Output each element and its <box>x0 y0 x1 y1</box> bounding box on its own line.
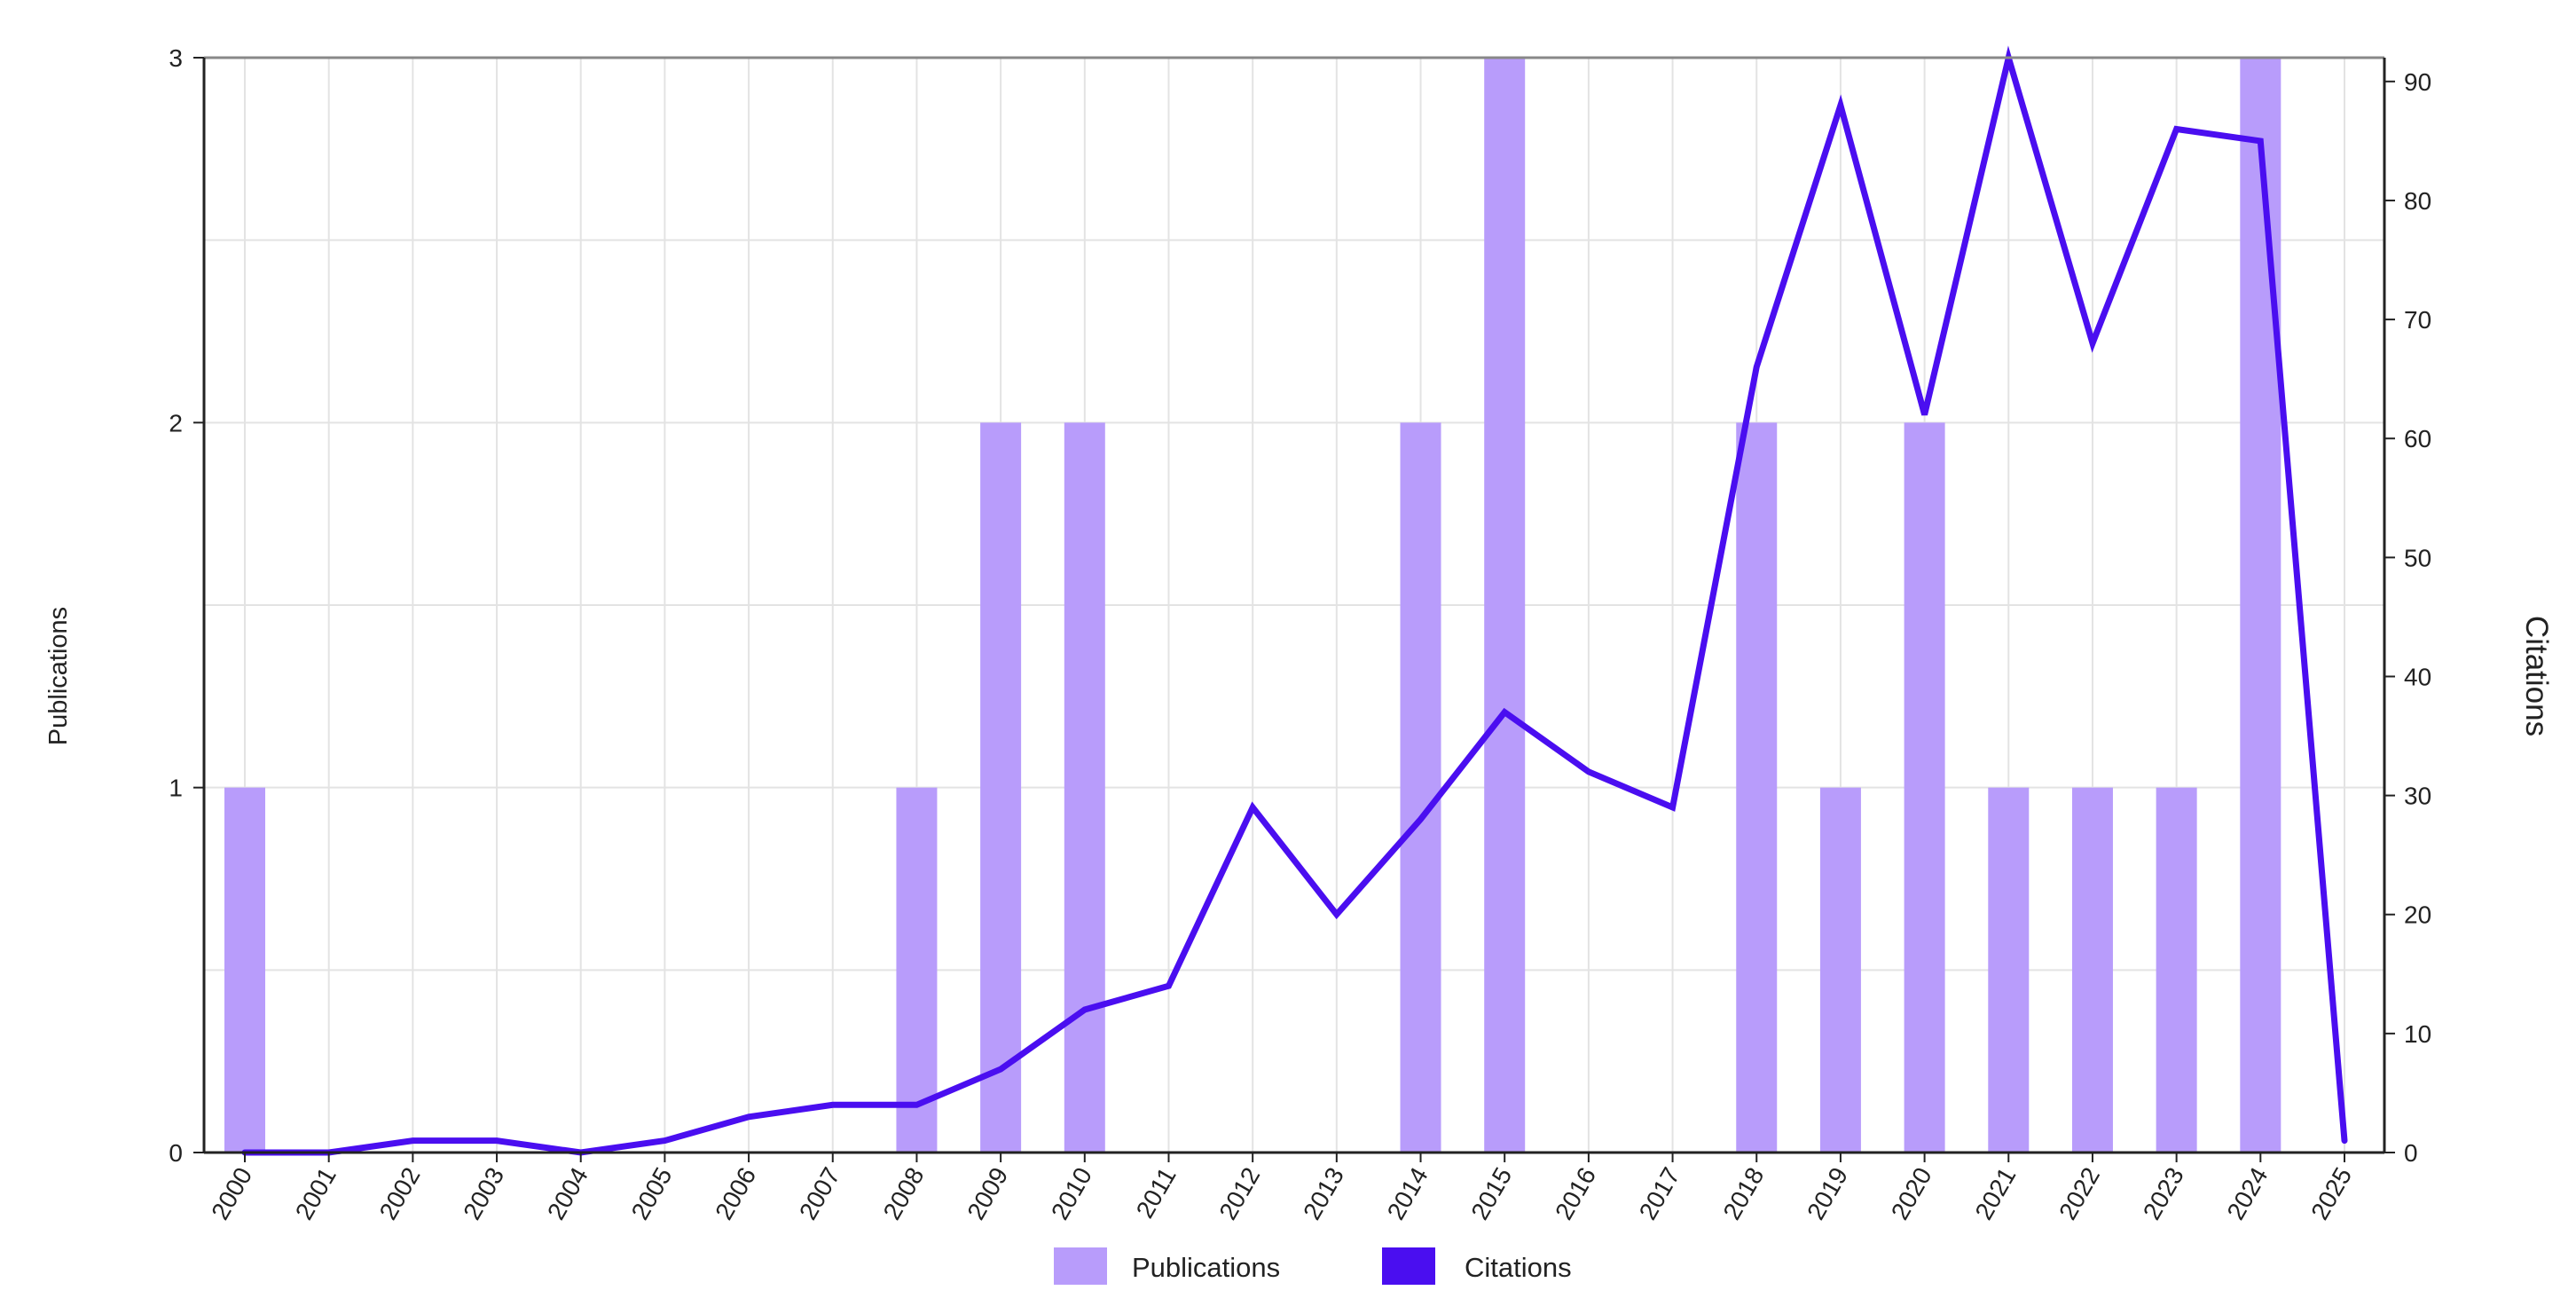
x-tick-label-2013: 2013 <box>1298 1163 1349 1224</box>
x-tick-label-2022: 2022 <box>2054 1163 2105 1224</box>
publication-bars <box>224 58 2281 1153</box>
legend-label-publications: Publications <box>1132 1252 1280 1283</box>
right-y-tick-label-90: 90 <box>2404 68 2431 96</box>
bar-publications-2009 <box>980 422 1022 1153</box>
left-y-tick-label-0: 0 <box>169 1139 183 1167</box>
x-tick-label-2018: 2018 <box>1717 1163 1769 1224</box>
bar-publications-2021 <box>1988 787 2030 1153</box>
bar-publications-2019 <box>1819 787 1861 1153</box>
legend-swatch-citations <box>1382 1247 1435 1285</box>
left-y-tick-label-1: 1 <box>169 775 183 802</box>
legend-label-citations: Citations <box>1465 1252 1572 1283</box>
citation-line-layer <box>241 45 2348 1156</box>
right-y-tick-label-10: 10 <box>2404 1020 2431 1048</box>
bar-publications-2024 <box>2240 58 2281 1153</box>
bar-publications-2018 <box>1736 422 1778 1153</box>
bar-publications-2015 <box>1484 58 1526 1153</box>
right-y-tick-labels: 0 10 20 30 40 50 60 70 80 90 <box>2404 68 2431 1167</box>
x-tick-label-2000: 2000 <box>206 1163 257 1224</box>
x-tick-label-2005: 2005 <box>626 1163 678 1224</box>
right-y-tick-label-70: 70 <box>2404 306 2431 334</box>
line-citations <box>241 45 2348 1156</box>
x-tick-label-2014: 2014 <box>1382 1163 1433 1224</box>
left-y-tick-label-3: 3 <box>169 44 183 72</box>
bar-publications-2000 <box>224 787 265 1153</box>
x-tick-label-2024: 2024 <box>2222 1163 2274 1224</box>
bar-publications-2008 <box>896 787 938 1153</box>
x-tick-label-2010: 2010 <box>1046 1163 1097 1224</box>
bar-publications-2014 <box>1400 422 1441 1153</box>
left-y-tick-labels: 0 1 2 3 <box>169 44 183 1167</box>
x-tick-label-2017: 2017 <box>1634 1163 1685 1224</box>
right-y-tick-label-80: 80 <box>2404 187 2431 215</box>
bar-publications-2020 <box>1904 422 1945 1153</box>
x-tick-label-2021: 2021 <box>1969 1163 2021 1224</box>
axes <box>193 56 2395 1162</box>
x-tick-label-2007: 2007 <box>794 1163 845 1224</box>
x-tick-label-2023: 2023 <box>2138 1163 2189 1224</box>
legend-swatch-publications <box>1054 1247 1107 1285</box>
right-y-tick-label-20: 20 <box>2404 901 2431 929</box>
x-tick-label-2006: 2006 <box>710 1163 761 1224</box>
x-tick-label-2012: 2012 <box>1213 1163 1265 1224</box>
x-tick-label-2020: 2020 <box>1886 1163 1937 1224</box>
x-tick-label-2001: 2001 <box>290 1163 342 1224</box>
left-y-tick-label-2: 2 <box>169 409 183 437</box>
right-y-tick-label-30: 30 <box>2404 783 2431 810</box>
x-tick-label-2002: 2002 <box>374 1163 426 1224</box>
bar-publications-2022 <box>2071 787 2113 1153</box>
x-tick-label-2016: 2016 <box>1550 1163 1601 1224</box>
x-tick-label-2019: 2019 <box>1802 1163 1853 1224</box>
x-tick-label-2003: 2003 <box>458 1163 509 1224</box>
x-tick-label-2011: 2011 <box>1131 1163 1182 1224</box>
right-y-tick-label-60: 60 <box>2404 425 2431 452</box>
x-tick-label-2008: 2008 <box>878 1163 930 1224</box>
right-axis-title: Citations <box>2519 616 2554 736</box>
right-y-tick-label-50: 50 <box>2404 544 2431 571</box>
x-tick-label-2025: 2025 <box>2305 1163 2357 1224</box>
left-axis-title: Publications <box>44 607 73 745</box>
right-y-tick-label-0: 0 <box>2404 1139 2418 1167</box>
legend: Publications Citations <box>1054 1247 1572 1285</box>
bar-publications-2023 <box>2156 787 2197 1153</box>
x-tick-label-2004: 2004 <box>542 1163 593 1224</box>
x-tick-label-2009: 2009 <box>962 1163 1013 1224</box>
bar-publications-2010 <box>1064 422 1105 1153</box>
x-tick-labels: 2000 2001 2002 2003 2004 2005 2006 2007 2008 2009… <box>206 1163 2357 1224</box>
right-y-tick-label-40: 40 <box>2404 663 2431 690</box>
x-tick-label-2015: 2015 <box>1465 1163 1517 1224</box>
